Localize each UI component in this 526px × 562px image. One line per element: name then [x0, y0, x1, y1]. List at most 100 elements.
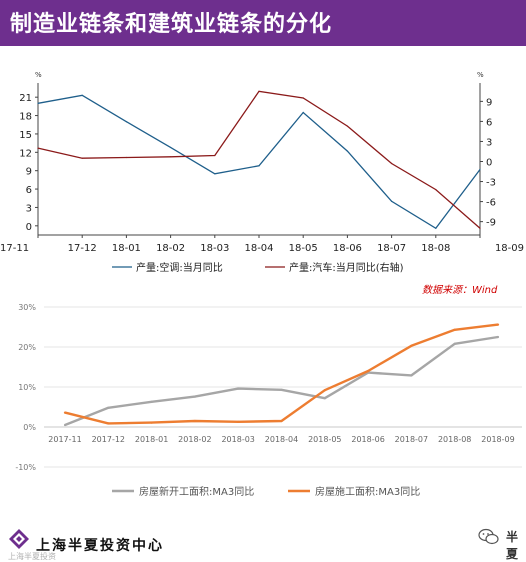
data-point-2	[410, 344, 413, 347]
legend-label-1: 房屋新开工面积:MA3同比	[139, 485, 254, 498]
dual-axis-line-chart: % % 0 3 6 9 12 15 18 21 -9 -6 -3 0 3 6 9 17-11 17-12 18-01 1…	[0, 71, 524, 274]
data-point-1	[410, 374, 413, 377]
data-point-1	[258, 165, 260, 167]
data-point-1	[81, 94, 83, 96]
data-point-1	[150, 400, 153, 403]
series-line-2	[37, 90, 481, 229]
data-point-2	[170, 156, 172, 158]
data-point-2	[367, 369, 370, 373]
x-tick-label: 2018-05	[308, 435, 341, 444]
y-tick-label-left: 6	[26, 185, 32, 196]
y-tick-label-left: 9	[26, 167, 32, 178]
data-point-1	[391, 200, 393, 202]
x-tick-label: 18-05	[289, 243, 318, 254]
legend-label-2: 房屋施工面积:MA3同比	[315, 485, 420, 498]
series-line-2	[64, 323, 499, 425]
data-point-1	[323, 397, 326, 400]
data-point-2	[237, 420, 240, 423]
legend-label-1: 产量:空调:当月同比	[136, 261, 223, 274]
x-tick-label: 18-03	[200, 243, 229, 254]
y-tick-label-right: -9	[486, 218, 496, 229]
data-point-1	[496, 335, 500, 339]
data-source-note: 数据来源：Wind	[422, 285, 498, 296]
x-tick-label: 17-12	[68, 243, 97, 254]
x-tick-label: 2018-04	[265, 435, 298, 444]
x-tick-label: 17-11	[0, 243, 29, 254]
data-point-2	[214, 154, 216, 157]
page-title: 制造业链条和建筑业链条的分化	[10, 12, 333, 37]
title-banner: 制造业链条和建筑业链条的分化	[0, 0, 526, 46]
y-tick-label-right: -6	[486, 198, 496, 209]
x-tick-label: 2018-08	[438, 435, 471, 444]
x-tick-label: 18-01	[112, 243, 141, 254]
data-point-1	[125, 121, 127, 123]
data-point-1	[37, 102, 39, 104]
footer: 上海半夏投资中心 上海半夏投资 半夏	[0, 518, 526, 561]
data-point-1	[453, 342, 456, 345]
data-point-2	[280, 419, 283, 423]
y-tick-label-right: 3	[486, 137, 492, 148]
y-tick-label: 30%	[18, 303, 36, 312]
data-point-2	[81, 157, 83, 159]
data-point-1	[170, 146, 172, 149]
data-point-1	[302, 111, 304, 114]
y-tick-label: -10%	[15, 463, 36, 472]
data-point-2	[107, 422, 110, 425]
x-tick-label: 18-04	[244, 243, 273, 254]
data-point-2	[435, 188, 437, 191]
data-point-2	[63, 411, 67, 414]
data-point-1	[63, 423, 67, 427]
y-tick-label-left: 3	[26, 203, 32, 214]
data-point-2	[496, 323, 500, 326]
y-tick-label: 0%	[23, 423, 36, 432]
y-tick-label-right: -3	[486, 178, 496, 189]
data-point-1	[479, 168, 481, 171]
x-tick-label: 2018-09	[481, 435, 514, 444]
x-tick-label: 2018-03	[221, 435, 254, 444]
data-point-2	[346, 125, 348, 127]
data-point-1	[435, 227, 437, 229]
brand-name: 上海半夏投资中心	[36, 538, 164, 554]
data-point-2	[150, 421, 153, 424]
y-tick-label-left: 0	[26, 222, 32, 233]
y-tick-label-left: 18	[19, 112, 32, 123]
wechat-icon	[478, 528, 499, 545]
x-tick-label: 2018-06	[351, 435, 384, 444]
x-tick-label: 18-06	[333, 243, 362, 254]
data-point-2	[193, 419, 196, 423]
data-point-1	[214, 173, 216, 175]
y-tick-label: 20%	[18, 343, 36, 352]
x-tick-label: 2017-11	[48, 435, 81, 444]
x-tick-label: 18-08	[421, 243, 450, 254]
y-tick-label-right: 9	[486, 97, 492, 108]
x-tick-label: 2018-02	[178, 435, 211, 444]
x-tick-label: 18-07	[377, 243, 406, 254]
logo-icon	[9, 529, 29, 549]
data-point-2	[391, 162, 393, 165]
x-tick-label: 2017-12	[92, 435, 125, 444]
data-point-1	[237, 387, 240, 390]
y-tick-label-left: 15	[19, 130, 32, 141]
data-point-2	[37, 147, 39, 149]
y-tick-label: 10%	[18, 383, 36, 392]
x-tick-label: 18-02	[156, 243, 185, 254]
data-point-1	[107, 406, 110, 409]
y-unit-right: %	[477, 71, 484, 79]
data-point-2	[453, 328, 456, 331]
y-tick-label-right: 0	[486, 158, 492, 169]
x-tick-label: 2018-01	[135, 435, 168, 444]
data-point-2	[323, 389, 326, 392]
data-point-2	[479, 227, 481, 229]
y-tick-label-left: 21	[19, 93, 32, 104]
x-tick-label: 18-09	[495, 243, 524, 254]
y-unit-left: %	[35, 71, 42, 79]
data-point-1	[280, 388, 283, 391]
watermark-text: 上海半夏投资	[8, 552, 56, 561]
data-point-2	[302, 97, 304, 99]
series-line-1	[64, 335, 499, 427]
legend-label-2: 产量:汽车:当月同比(右轴)	[289, 261, 404, 274]
y-tick-label-right: 6	[486, 117, 492, 128]
watermark-right: 半夏	[506, 530, 519, 561]
data-point-1	[193, 395, 196, 398]
y-tick-label-left: 12	[19, 148, 32, 159]
